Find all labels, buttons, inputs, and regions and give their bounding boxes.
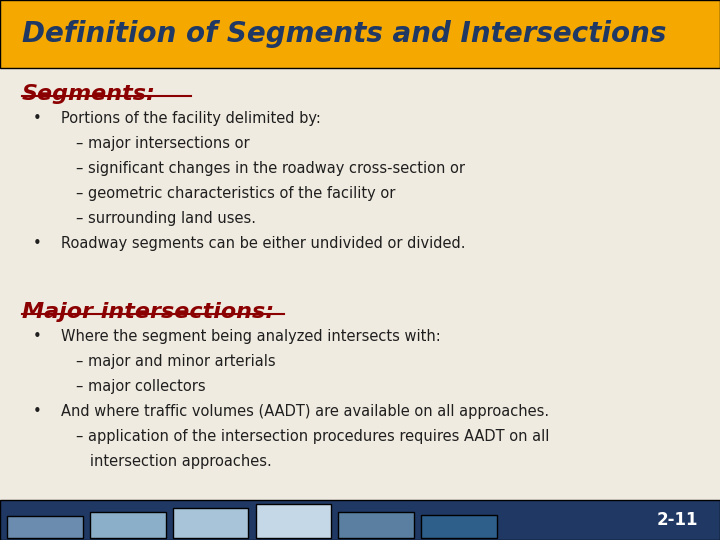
Text: •: • [32, 235, 41, 251]
Text: And where traffic volumes (AADT) are available on all approaches.: And where traffic volumes (AADT) are ava… [61, 404, 549, 419]
FancyBboxPatch shape [256, 504, 331, 538]
Text: intersection approaches.: intersection approaches. [76, 454, 271, 469]
Text: – application of the intersection procedures requires AADT on all: – application of the intersection proced… [76, 429, 549, 444]
Text: Portions of the facility delimited by:: Portions of the facility delimited by: [61, 111, 321, 126]
Text: •: • [32, 404, 41, 419]
Text: Roadway segments can be either undivided or divided.: Roadway segments can be either undivided… [61, 235, 466, 251]
FancyBboxPatch shape [90, 512, 166, 538]
FancyBboxPatch shape [7, 516, 83, 538]
Text: Definition of Segments and Intersections: Definition of Segments and Intersections [22, 20, 666, 48]
Text: – significant changes in the roadway cross-section or: – significant changes in the roadway cro… [76, 160, 464, 176]
Text: •: • [32, 111, 41, 126]
FancyBboxPatch shape [0, 0, 720, 68]
Text: Major intersections:: Major intersections: [22, 302, 274, 322]
Text: 2-11: 2-11 [657, 511, 698, 529]
FancyBboxPatch shape [421, 515, 497, 538]
Text: – major collectors: – major collectors [76, 379, 205, 394]
FancyBboxPatch shape [0, 500, 720, 540]
Text: – surrounding land uses.: – surrounding land uses. [76, 211, 256, 226]
Text: •: • [32, 329, 41, 345]
Text: – major intersections or: – major intersections or [76, 136, 249, 151]
Text: – major and minor arterials: – major and minor arterials [76, 354, 275, 369]
FancyBboxPatch shape [338, 512, 414, 538]
FancyBboxPatch shape [173, 508, 248, 538]
Text: Where the segment being analyzed intersects with:: Where the segment being analyzed interse… [61, 329, 441, 345]
Text: – geometric characteristics of the facility or: – geometric characteristics of the facil… [76, 186, 395, 200]
Text: Segments:: Segments: [22, 84, 156, 104]
